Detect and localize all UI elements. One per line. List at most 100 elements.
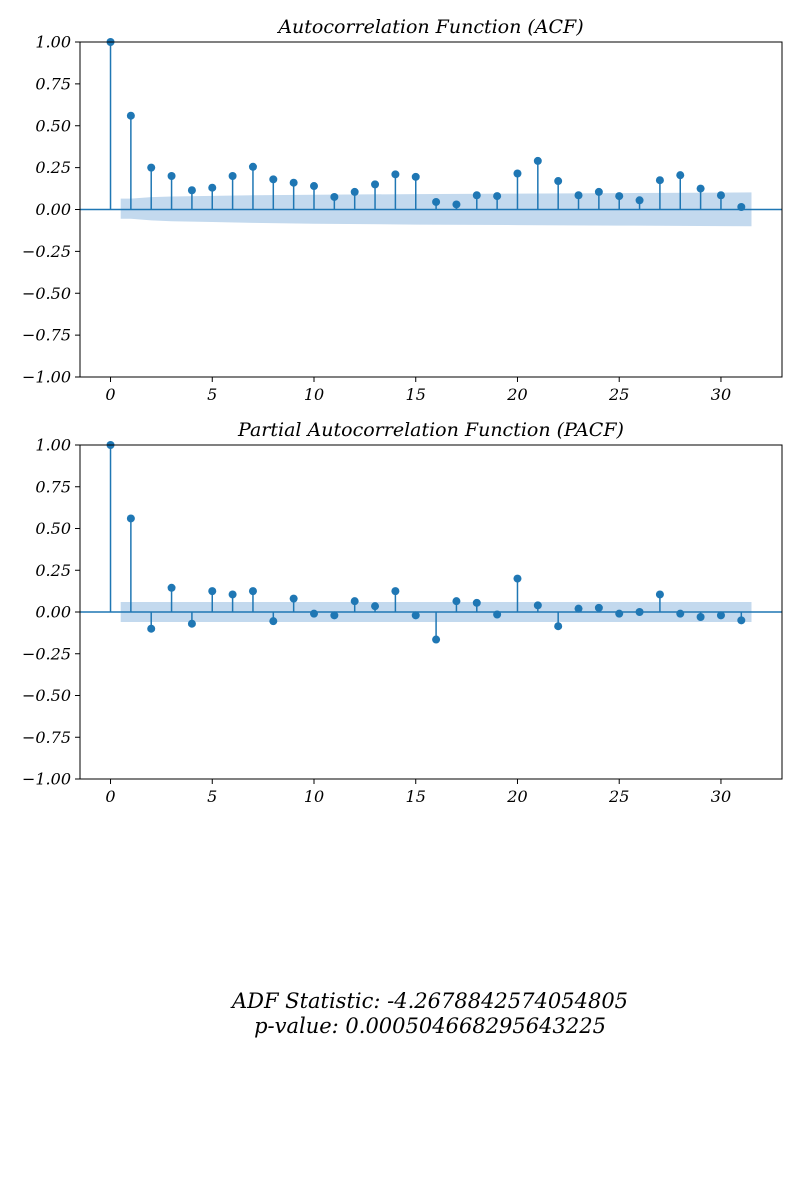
adf-statistic-text: ADF Statistic: -4.2678842574054805 bbox=[230, 989, 628, 1013]
pacf-point-14 bbox=[391, 587, 400, 596]
acf-ytick-label: −1.00 bbox=[22, 368, 71, 387]
pacf-ytick-label: 0.25 bbox=[35, 561, 71, 580]
acf-ytick-label: 0.25 bbox=[35, 158, 71, 177]
acf-point-24 bbox=[594, 187, 603, 196]
p-value-text: p-value: 0.000504668295643225 bbox=[254, 1014, 606, 1038]
acf-point-8 bbox=[269, 175, 278, 184]
acf-point-26 bbox=[635, 196, 644, 205]
acf-ytick-label: 0.00 bbox=[35, 200, 71, 219]
pacf-point-26 bbox=[635, 608, 644, 616]
acf-point-19 bbox=[493, 192, 502, 201]
pacf-xtick-label: 20 bbox=[506, 787, 527, 806]
pacf-point-12 bbox=[350, 597, 359, 606]
pacf-ytick-label: −0.75 bbox=[22, 728, 71, 747]
pacf-ytick-label: 0.00 bbox=[35, 603, 71, 622]
acf-xtick-label: 25 bbox=[608, 385, 629, 404]
acf-point-22 bbox=[554, 177, 563, 186]
acf-point-4 bbox=[187, 186, 196, 195]
pacf-point-19 bbox=[493, 610, 502, 619]
pacf-point-13 bbox=[371, 602, 380, 611]
pacf-point-17 bbox=[452, 597, 461, 606]
acf-point-20 bbox=[513, 169, 522, 178]
pacf-xtick-label: 30 bbox=[711, 787, 731, 806]
pacf-point-28 bbox=[676, 609, 685, 618]
acf-ytick-label: 0.75 bbox=[35, 74, 71, 93]
acf-point-5 bbox=[208, 183, 217, 192]
pacf-point-21 bbox=[533, 601, 542, 610]
acf-point-28 bbox=[676, 171, 685, 180]
acf-ytick-label: 0.50 bbox=[35, 116, 71, 135]
acf-point-23 bbox=[574, 191, 583, 200]
pacf-point-5 bbox=[208, 587, 217, 596]
pacf-point-15 bbox=[411, 611, 420, 620]
pacf-chart: Partial Autocorrelation Function (PACF) 1… bbox=[22, 419, 783, 806]
acf-title: Autocorrelation Function (ACF) bbox=[276, 16, 583, 38]
acf-point-16 bbox=[432, 197, 441, 206]
pacf-point-25 bbox=[615, 609, 624, 618]
pacf-point-6 bbox=[228, 590, 237, 599]
acf-point-31 bbox=[737, 202, 746, 211]
acf-point-17 bbox=[452, 200, 461, 209]
pacf-point-23 bbox=[574, 604, 583, 613]
pacf-point-3 bbox=[167, 583, 176, 592]
pacf-xtick-label: 0 bbox=[105, 787, 115, 806]
acf-xtick-label: 0 bbox=[105, 385, 115, 404]
pacf-point-22 bbox=[554, 622, 563, 631]
acf-point-9 bbox=[289, 178, 298, 187]
acf-ytick-label: −0.50 bbox=[22, 284, 71, 303]
pacf-xtick-label: 25 bbox=[608, 787, 629, 806]
acf-point-21 bbox=[533, 156, 542, 165]
acf-point-1 bbox=[126, 111, 135, 120]
acf-point-18 bbox=[472, 191, 481, 200]
pacf-point-31 bbox=[737, 616, 746, 625]
acf-point-11 bbox=[330, 192, 339, 201]
acf-point-3 bbox=[167, 172, 176, 180]
acf-point-27 bbox=[655, 176, 664, 185]
pacf-point-29 bbox=[696, 613, 705, 622]
pacf-ytick-label: −0.25 bbox=[22, 644, 71, 663]
acf-xtick-label: 5 bbox=[207, 385, 217, 404]
pacf-point-1 bbox=[126, 514, 135, 523]
pacf-point-24 bbox=[594, 603, 603, 612]
acf-point-12 bbox=[350, 187, 359, 196]
acf-ytick-label: −0.25 bbox=[22, 242, 71, 261]
pacf-point-9 bbox=[289, 594, 298, 603]
acf-ytick-label: 1.00 bbox=[35, 33, 71, 52]
pacf-point-2 bbox=[147, 624, 156, 633]
acf-point-6 bbox=[228, 172, 237, 180]
pacf-ytick-label: 1.00 bbox=[35, 436, 71, 455]
acf-xtick-label: 15 bbox=[406, 385, 426, 404]
pacf-ytick-label: 0.50 bbox=[35, 519, 71, 538]
pacf-point-16 bbox=[432, 635, 441, 644]
pacf-ytick-label: −1.00 bbox=[22, 770, 71, 789]
acf-xtick-label: 30 bbox=[711, 385, 731, 404]
pacf-point-11 bbox=[330, 611, 339, 620]
pacf-xtick-label: 15 bbox=[406, 787, 426, 806]
acf-point-13 bbox=[371, 180, 380, 189]
acf-point-10 bbox=[310, 182, 318, 191]
acf-point-7 bbox=[248, 162, 257, 171]
acf-point-25 bbox=[615, 192, 624, 201]
pacf-xtick-label: 10 bbox=[304, 787, 324, 806]
pacf-point-30 bbox=[716, 611, 725, 620]
pacf-ytick-label: 0.75 bbox=[35, 477, 71, 496]
pacf-point-7 bbox=[248, 587, 257, 596]
pacf-point-10 bbox=[310, 609, 318, 618]
acf-xtick-label: 20 bbox=[506, 385, 527, 404]
pacf-point-4 bbox=[187, 619, 196, 628]
acf-chart: Autocorrelation Function (ACF) 1.00 0.75 0.… bbox=[22, 16, 783, 404]
acf-point-2 bbox=[147, 163, 156, 172]
pacf-point-27 bbox=[655, 590, 664, 599]
pacf-title: Partial Autocorrelation Function (PACF) bbox=[237, 419, 624, 441]
acf-ytick-label: −0.75 bbox=[22, 326, 71, 345]
acf-point-29 bbox=[696, 184, 705, 193]
pacf-ytick-label: −0.50 bbox=[22, 686, 71, 705]
acf-xtick-label: 10 bbox=[304, 385, 324, 404]
acf-point-30 bbox=[716, 191, 725, 200]
pacf-point-8 bbox=[269, 617, 278, 626]
pacf-xtick-label: 5 bbox=[207, 787, 217, 806]
pacf-point-20 bbox=[513, 574, 522, 583]
acf-point-15 bbox=[411, 172, 420, 181]
pacf-point-18 bbox=[472, 598, 481, 607]
